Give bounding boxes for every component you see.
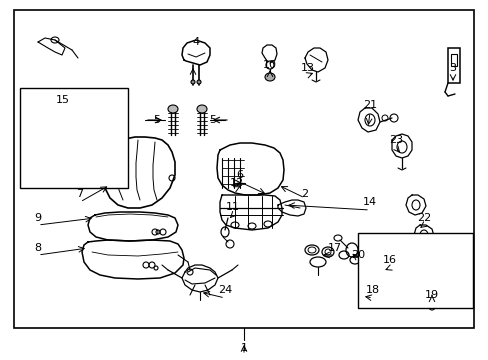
Ellipse shape xyxy=(264,73,274,81)
Bar xyxy=(447,48,459,83)
Bar xyxy=(20,88,128,188)
Bar xyxy=(450,54,456,66)
Text: 16: 16 xyxy=(382,255,396,265)
Text: 7: 7 xyxy=(76,189,83,199)
Text: 15: 15 xyxy=(56,95,70,105)
Text: 24: 24 xyxy=(218,285,232,295)
Ellipse shape xyxy=(191,80,195,84)
Text: 20: 20 xyxy=(350,250,365,260)
Text: 10: 10 xyxy=(263,60,276,70)
Text: 8: 8 xyxy=(34,243,41,253)
Text: 3: 3 xyxy=(448,63,456,73)
Text: 23: 23 xyxy=(388,135,402,145)
Text: 9: 9 xyxy=(34,213,41,223)
Text: 12: 12 xyxy=(229,178,244,188)
Ellipse shape xyxy=(197,105,206,113)
Text: 5: 5 xyxy=(153,115,160,125)
Text: 22: 22 xyxy=(416,213,430,223)
Text: 18: 18 xyxy=(365,285,379,295)
Text: 19: 19 xyxy=(424,290,438,300)
Ellipse shape xyxy=(168,105,178,113)
Text: 13: 13 xyxy=(301,63,314,73)
Text: 11: 11 xyxy=(225,202,240,212)
Text: 14: 14 xyxy=(362,197,376,207)
Text: 1: 1 xyxy=(240,343,247,353)
Text: 5: 5 xyxy=(209,115,216,125)
Text: 21: 21 xyxy=(362,100,376,110)
Text: 17: 17 xyxy=(327,243,342,253)
Bar xyxy=(357,233,472,308)
Text: 2: 2 xyxy=(301,189,308,199)
Ellipse shape xyxy=(197,80,201,84)
Text: 6: 6 xyxy=(236,170,243,180)
Bar xyxy=(14,10,473,328)
Text: 4: 4 xyxy=(192,37,199,47)
